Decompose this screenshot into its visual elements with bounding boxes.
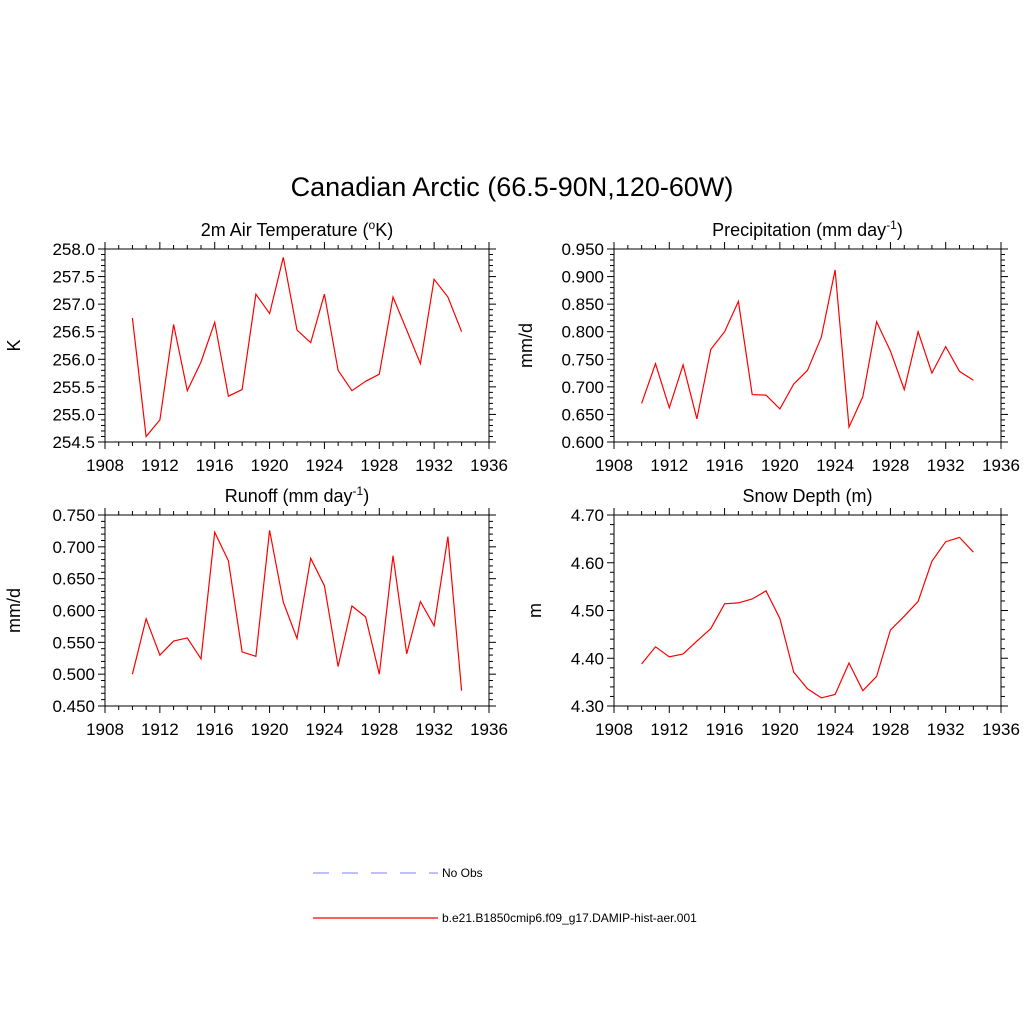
x-tick-label: 1928 — [872, 720, 910, 739]
y-tick-label: 0.800 — [561, 323, 604, 342]
x-tick-label: 1908 — [595, 456, 633, 475]
panel-title-superscript: -1 — [353, 484, 364, 498]
panel-title: Snow Depth (m) — [742, 486, 872, 506]
x-tick-label: 1908 — [595, 720, 633, 739]
panel-title-text: Snow Depth (m) — [742, 486, 872, 506]
series-line — [641, 269, 974, 430]
y-tick-label: 0.650 — [561, 405, 604, 424]
panel-title-text: 2m Air Temperature ( — [201, 220, 369, 240]
x-tick-label: 1920 — [761, 720, 799, 739]
x-tick-label: 1928 — [360, 456, 398, 475]
y-axis-title: mm/d — [4, 588, 24, 633]
panel-title-superscript: -1 — [886, 218, 897, 232]
panel-title: Runoff (mm day-1) — [225, 484, 369, 506]
legend-label-model: b.e21.B1850cmip6.f09_g17.DAMIP-hist-aer.… — [442, 911, 697, 925]
y-tick-label: 0.750 — [52, 506, 95, 525]
y-axis-title: K — [4, 339, 24, 351]
plot-frame — [104, 514, 490, 707]
x-tick-label: 1928 — [360, 720, 398, 739]
y-tick-label: 0.450 — [52, 697, 95, 716]
x-tick-label: 1932 — [415, 456, 453, 475]
panel-title-text: Runoff (mm day — [225, 486, 353, 506]
x-tick-label: 1932 — [415, 720, 453, 739]
y-tick-label: 0.700 — [561, 378, 604, 397]
y-tick-label: 4.60 — [571, 554, 604, 573]
panel-title-superscript: o — [369, 218, 376, 232]
series-line — [131, 530, 463, 691]
panel-title: Precipitation (mm day-1) — [712, 218, 903, 240]
plot-frame — [613, 248, 1002, 443]
x-tick-label: 1936 — [982, 456, 1020, 475]
x-tick-label: 1920 — [251, 456, 289, 475]
y-tick-label: 257.5 — [52, 268, 95, 287]
figure-title: Canadian Arctic (66.5-90N,120-60W) — [291, 172, 734, 202]
x-tick-label: 1916 — [706, 456, 744, 475]
x-tick-label: 1912 — [141, 720, 179, 739]
y-axis-title: mm/d — [516, 323, 536, 368]
y-tick-label: 257.0 — [52, 295, 95, 314]
y-tick-label: 254.5 — [52, 433, 95, 452]
legend-label-no-obs: No Obs — [442, 866, 483, 880]
panel-title-text-end: ) — [363, 486, 369, 506]
series-line — [641, 536, 974, 699]
y-tick-label: 255.0 — [52, 405, 95, 424]
y-tick-label: 255.5 — [52, 378, 95, 397]
y-tick-label: 4.40 — [571, 649, 604, 668]
x-tick-label: 1912 — [650, 720, 688, 739]
panel-title: 2m Air Temperature (oK) — [201, 218, 393, 240]
x-tick-label: 1936 — [470, 720, 508, 739]
y-tick-label: 4.30 — [571, 697, 604, 716]
panel-air-temperature: 1908 1912 1916 1920 1924 1928 1932 1936 254.5 255… — [4, 218, 508, 475]
y-tick-label: 0.550 — [52, 633, 95, 652]
x-tick-label: 1920 — [251, 720, 289, 739]
panel-title-text-end: K) — [375, 220, 393, 240]
y-axis-title: m — [525, 603, 545, 618]
panels: 1908 1912 1916 1920 1924 1928 1932 1936 254.5 255… — [4, 218, 1020, 739]
y-tick-label: 0.650 — [52, 570, 95, 589]
y-tick-label: 258.0 — [52, 240, 95, 259]
x-tick-label: 1920 — [761, 456, 799, 475]
y-tick-label: 0.600 — [52, 602, 95, 621]
x-tick-label: 1908 — [86, 456, 124, 475]
y-tick-label: 0.700 — [52, 538, 95, 557]
y-tick-label: 0.500 — [52, 665, 95, 684]
x-tick-label: 1924 — [816, 720, 854, 739]
panel-runoff: 1908 1912 1916 1920 1924 1928 1932 1936 0.450 0.5… — [4, 484, 508, 739]
panel-snow-depth: 1908 1912 1916 1920 1924 1928 1932 1936 4.30 4.40… — [525, 486, 1020, 739]
panel-precipitation: 1908 1912 1916 1920 1924 1928 1932 1936 0.600 0.6… — [516, 218, 1020, 475]
panel-title-text: Precipitation (mm day — [712, 220, 886, 240]
x-tick-label: 1924 — [306, 456, 344, 475]
series-line — [131, 257, 463, 438]
x-tick-label: 1912 — [650, 456, 688, 475]
y-tick-label: 0.750 — [561, 350, 604, 369]
x-tick-label: 1932 — [927, 456, 965, 475]
x-tick-label: 1936 — [982, 720, 1020, 739]
x-tick-label: 1924 — [306, 720, 344, 739]
y-tick-label: 0.900 — [561, 268, 604, 287]
y-tick-label: 4.70 — [571, 506, 604, 525]
x-tick-label: 1908 — [86, 720, 124, 739]
x-tick-label: 1928 — [872, 456, 910, 475]
y-tick-label: 0.600 — [561, 433, 604, 452]
y-tick-label: 4.50 — [571, 602, 604, 621]
y-tick-label: 0.850 — [561, 295, 604, 314]
y-tick-label: 256.5 — [52, 323, 95, 342]
plot-frame — [613, 514, 1002, 707]
plot-frame — [104, 248, 490, 443]
x-tick-label: 1932 — [927, 720, 965, 739]
x-tick-label: 1912 — [141, 456, 179, 475]
y-tick-label: 0.950 — [561, 240, 604, 259]
y-tick-label: 256.0 — [52, 350, 95, 369]
panel-title-text-end: ) — [897, 220, 903, 240]
x-tick-label: 1916 — [706, 720, 744, 739]
x-tick-label: 1936 — [470, 456, 508, 475]
x-tick-label: 1916 — [196, 456, 234, 475]
x-tick-label: 1924 — [816, 456, 854, 475]
legend: No Obs b.e21.B1850cmip6.f09_g17.DAMIP-hi… — [313, 866, 697, 925]
x-tick-label: 1916 — [196, 720, 234, 739]
